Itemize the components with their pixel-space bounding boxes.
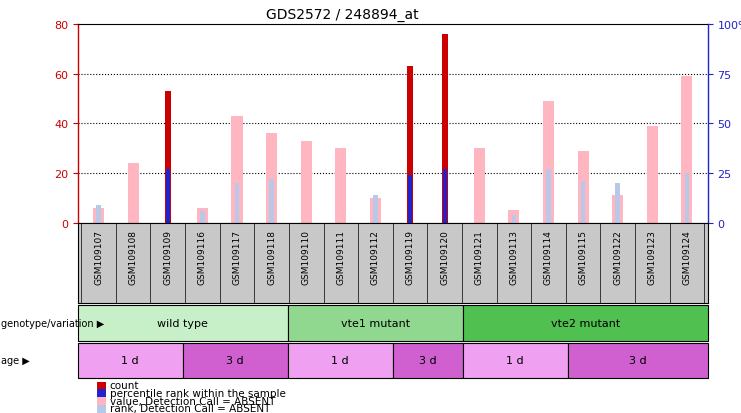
Bar bbox=[93, 208, 104, 223]
Bar bbox=[581, 181, 585, 223]
Text: vte2 mutant: vte2 mutant bbox=[551, 318, 619, 328]
Text: GSM109116: GSM109116 bbox=[198, 230, 207, 284]
Bar bbox=[616, 183, 620, 223]
Text: 3 d: 3 d bbox=[629, 355, 646, 366]
Text: GSM109119: GSM109119 bbox=[405, 230, 414, 284]
Text: 1 d: 1 d bbox=[331, 355, 349, 366]
Text: GSM109124: GSM109124 bbox=[682, 230, 691, 284]
Text: 3 d: 3 d bbox=[419, 355, 436, 366]
Bar bbox=[508, 211, 519, 223]
Bar bbox=[78, 343, 183, 378]
Text: ■: ■ bbox=[96, 402, 107, 413]
Text: 3 d: 3 d bbox=[227, 355, 244, 366]
Bar bbox=[462, 343, 568, 378]
Title: GDS2572 / 248894_at: GDS2572 / 248894_at bbox=[266, 8, 419, 22]
Text: genotype/variation ▶: genotype/variation ▶ bbox=[1, 318, 104, 328]
Bar bbox=[543, 102, 554, 223]
Bar bbox=[266, 134, 277, 223]
Text: GSM109111: GSM109111 bbox=[336, 230, 345, 284]
Bar bbox=[335, 149, 346, 223]
Bar bbox=[408, 176, 412, 223]
Text: rank, Detection Call = ABSENT: rank, Detection Call = ABSENT bbox=[110, 404, 270, 413]
Bar bbox=[370, 198, 381, 223]
Text: age ▶: age ▶ bbox=[1, 355, 30, 366]
Bar bbox=[577, 151, 588, 223]
Text: vte1 mutant: vte1 mutant bbox=[341, 318, 410, 328]
Text: value, Detection Call = ABSENT: value, Detection Call = ABSENT bbox=[110, 396, 275, 406]
Bar bbox=[165, 92, 171, 223]
Bar bbox=[235, 183, 239, 223]
Bar bbox=[78, 306, 288, 341]
Text: count: count bbox=[110, 380, 139, 390]
Text: GSM109108: GSM109108 bbox=[129, 230, 138, 284]
Text: ■: ■ bbox=[96, 386, 107, 399]
Text: GSM109115: GSM109115 bbox=[579, 230, 588, 284]
Text: ■: ■ bbox=[96, 378, 107, 392]
Bar bbox=[682, 77, 692, 223]
Bar bbox=[462, 306, 708, 341]
Text: GSM109110: GSM109110 bbox=[302, 230, 310, 284]
Bar bbox=[568, 343, 708, 378]
Text: GSM109120: GSM109120 bbox=[440, 230, 449, 284]
Bar bbox=[373, 195, 378, 223]
Text: GSM109117: GSM109117 bbox=[233, 230, 242, 284]
Bar bbox=[442, 169, 447, 223]
Bar bbox=[197, 208, 208, 223]
Bar bbox=[96, 205, 101, 223]
Text: GSM109107: GSM109107 bbox=[94, 230, 103, 284]
Bar bbox=[546, 169, 551, 223]
Bar bbox=[442, 35, 448, 223]
Bar bbox=[511, 215, 516, 223]
Bar bbox=[270, 179, 274, 223]
Text: wild type: wild type bbox=[157, 318, 208, 328]
Bar bbox=[166, 169, 170, 223]
Bar bbox=[231, 116, 242, 223]
Bar bbox=[183, 343, 288, 378]
Text: ■: ■ bbox=[96, 394, 107, 407]
Text: GSM109112: GSM109112 bbox=[371, 230, 380, 284]
Text: GSM109121: GSM109121 bbox=[475, 230, 484, 284]
Text: 1 d: 1 d bbox=[122, 355, 139, 366]
Text: GSM109118: GSM109118 bbox=[267, 230, 276, 284]
Bar bbox=[612, 196, 623, 223]
Text: GSM109109: GSM109109 bbox=[163, 230, 173, 284]
Text: GSM109113: GSM109113 bbox=[509, 230, 519, 284]
Bar bbox=[393, 343, 462, 378]
Bar bbox=[647, 126, 658, 223]
Bar bbox=[407, 67, 413, 223]
Bar bbox=[200, 211, 205, 223]
Text: 1 d: 1 d bbox=[506, 355, 524, 366]
Text: GSM109122: GSM109122 bbox=[613, 230, 622, 284]
Bar bbox=[473, 149, 485, 223]
Bar bbox=[288, 306, 462, 341]
Bar bbox=[685, 173, 689, 223]
Bar bbox=[288, 343, 393, 378]
Bar bbox=[127, 164, 139, 223]
Text: GSM109114: GSM109114 bbox=[544, 230, 553, 284]
Text: GSM109123: GSM109123 bbox=[648, 230, 657, 284]
Bar bbox=[301, 141, 312, 223]
Text: percentile rank within the sample: percentile rank within the sample bbox=[110, 388, 285, 398]
